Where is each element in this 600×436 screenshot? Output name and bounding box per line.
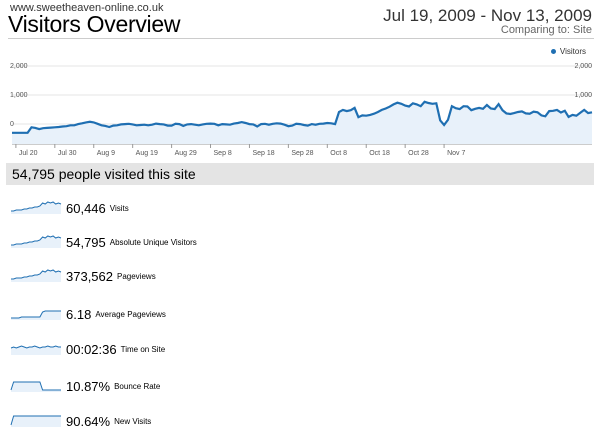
metric-label[interactable]: Average Pageviews bbox=[95, 309, 166, 319]
header-divider bbox=[8, 38, 594, 39]
metric-value: 10.87% bbox=[66, 378, 111, 394]
metric-value: 60,446 bbox=[66, 200, 106, 216]
x-tick-label: Sep 8 bbox=[214, 150, 232, 157]
x-tick-label: Nov 7 bbox=[447, 150, 465, 157]
y-tick-left-top: 2,000 bbox=[10, 63, 28, 70]
metric-value: 00:02:36 bbox=[66, 341, 117, 357]
metric-value: 90.64% bbox=[66, 413, 111, 429]
sparkline-line bbox=[10, 415, 61, 426]
sparkline-icon bbox=[10, 415, 61, 427]
x-tick-label: Sep 28 bbox=[291, 150, 313, 157]
metric-value: 373,562 bbox=[66, 268, 113, 284]
sparkline-area bbox=[11, 202, 61, 214]
sparkline-line bbox=[11, 310, 61, 319]
metric-row[interactable]: 10.87% Bounce Rate bbox=[10, 377, 160, 395]
sparkline-icon bbox=[10, 345, 61, 355]
y-tick-left-zero: 0 bbox=[10, 121, 14, 128]
comparing-label: Comparing to: bbox=[500, 24, 570, 36]
sparkline-line bbox=[11, 269, 62, 280]
metric-row[interactable]: 373,562 Pageviews bbox=[10, 267, 156, 285]
comparing-text: Comparing to: Site bbox=[501, 24, 592, 36]
date-range[interactable]: Jul 19, 2009 - Nov 13, 2009 bbox=[383, 6, 592, 25]
summary-bar: 54,795 people visited this site bbox=[6, 163, 594, 185]
x-tick-label: Aug 9 bbox=[97, 150, 115, 157]
x-tick-label: Oct 18 bbox=[369, 150, 390, 157]
chart-legend: Visitors bbox=[550, 47, 586, 56]
comparing-value[interactable]: Site bbox=[573, 24, 592, 36]
metric-row[interactable]: 90.64% New Visits bbox=[10, 412, 151, 430]
y-tick-right-top: 2,000 bbox=[574, 63, 592, 70]
x-tick-label: Aug 29 bbox=[175, 150, 197, 157]
sparkline-icon bbox=[11, 235, 62, 248]
site-url: www.sweetheaven-online.co.uk bbox=[10, 2, 164, 14]
y-tick-left-mid: 1,000 bbox=[10, 92, 28, 99]
legend-dot-icon bbox=[550, 49, 556, 54]
sparkline-icon bbox=[11, 310, 61, 320]
sparkline-line bbox=[10, 345, 61, 349]
sparkline-line bbox=[11, 235, 62, 246]
x-tick-label: Jul 30 bbox=[58, 150, 77, 157]
metric-label[interactable]: New Visits bbox=[114, 416, 152, 426]
x-tick-label: Jul 20 bbox=[19, 150, 38, 157]
y-tick-right-mid: 1,000 bbox=[574, 92, 592, 99]
sparkline-icon bbox=[10, 381, 61, 392]
sparkline-area bbox=[11, 236, 61, 248]
metric-label[interactable]: Bounce Rate bbox=[114, 381, 161, 391]
metric-value: 6.18 bbox=[66, 306, 92, 322]
metric-label[interactable]: Time on Site bbox=[120, 344, 166, 354]
metric-label[interactable]: Pageviews bbox=[117, 271, 156, 281]
metric-value: 54,795 bbox=[66, 234, 106, 250]
summary-headline: 54,795 people visited this site bbox=[12, 166, 196, 182]
metric-label[interactable]: Visits bbox=[109, 203, 129, 213]
x-tick-label: Aug 19 bbox=[136, 150, 158, 157]
sparkline-line bbox=[11, 201, 62, 212]
page-title: Visitors Overview bbox=[8, 11, 181, 37]
sparkline-area bbox=[11, 346, 61, 355]
x-tick-label: Oct 28 bbox=[408, 150, 429, 157]
visitors-line bbox=[12, 100, 593, 134]
sparkline-area bbox=[11, 416, 61, 427]
sparkline-area bbox=[11, 270, 61, 282]
sparkline-line bbox=[10, 381, 61, 391]
visitors-chart[interactable]: Jul 20 Jul 30 Aug 9 Aug 19 Aug 29 Sep 8 Sep 18… bbox=[0, 52, 600, 160]
sparkline-area bbox=[11, 311, 61, 320]
x-tick-label: Oct 8 bbox=[330, 150, 347, 157]
sparkline-area bbox=[11, 382, 61, 392]
legend-label: Visitors bbox=[559, 47, 586, 56]
metric-row[interactable]: 60,446 Visits bbox=[10, 199, 129, 217]
sparkline-icon bbox=[11, 269, 62, 282]
sparkline-icon bbox=[11, 201, 62, 214]
metric-label[interactable]: Absolute Unique Visitors bbox=[109, 237, 197, 247]
visitors-area bbox=[12, 101, 592, 144]
x-tick-label: Sep 18 bbox=[252, 150, 274, 157]
metric-row[interactable]: 6.18 Average Pageviews bbox=[10, 305, 166, 323]
metric-row[interactable]: 54,795 Absolute Unique Visitors bbox=[10, 233, 197, 251]
metric-row[interactable]: 00:02:36 Time on Site bbox=[10, 340, 165, 358]
